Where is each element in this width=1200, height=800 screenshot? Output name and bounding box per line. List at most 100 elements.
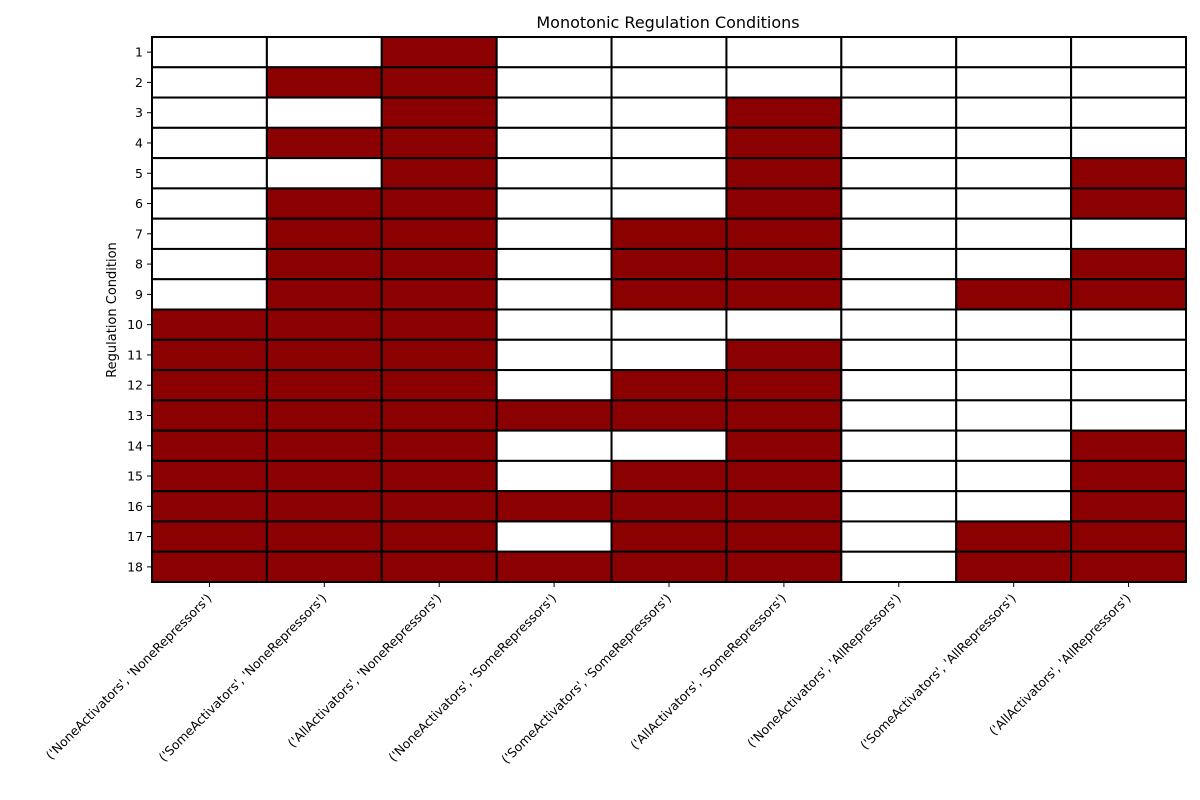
heatmap-cell xyxy=(151,126,268,160)
heatmap-cell xyxy=(725,36,843,69)
heatmap-cell xyxy=(495,550,613,584)
heatmap-cell xyxy=(840,550,958,584)
chart-title: Monotonic Regulation Conditions xyxy=(536,13,799,32)
heatmap-cell xyxy=(725,490,843,523)
heatmap-cell xyxy=(725,187,843,220)
heatmap-cell xyxy=(955,247,1073,281)
heatmap-cell xyxy=(495,369,613,402)
heatmap-cell xyxy=(380,459,498,493)
heatmap-cell xyxy=(725,66,843,99)
heatmap-cell xyxy=(495,247,613,281)
heatmap-cell xyxy=(610,338,728,372)
heatmap-cell xyxy=(1070,247,1187,281)
heatmap-cell xyxy=(1070,157,1187,190)
heatmap-cell xyxy=(151,308,268,341)
heatmap-cell xyxy=(495,429,613,462)
heatmap-cell xyxy=(380,369,498,402)
heatmap-cell xyxy=(610,550,728,584)
heatmap-cell xyxy=(840,429,958,462)
heatmap-cell xyxy=(610,459,728,493)
heatmap-cell xyxy=(265,247,383,281)
y-tick-label: 9 xyxy=(135,287,143,302)
heatmap-cell xyxy=(265,429,383,462)
heatmap-cell xyxy=(610,308,728,341)
heatmap-cell xyxy=(1070,96,1187,129)
heatmap-cell xyxy=(380,96,498,129)
heatmap-cell xyxy=(1070,429,1187,462)
heatmap-cell xyxy=(610,429,728,462)
heatmap-cell xyxy=(840,157,958,190)
heatmap-cell xyxy=(265,96,383,129)
heatmap-cell xyxy=(495,187,613,220)
heatmap-cell xyxy=(265,278,383,311)
heatmap-cell xyxy=(955,459,1073,493)
heatmap-cell xyxy=(725,96,843,129)
y-tick-label: 7 xyxy=(135,226,143,241)
heatmap-cell xyxy=(265,338,383,372)
heatmap-cell xyxy=(955,520,1073,553)
x-axis-ticks: ('NoneActivators', 'NoneRepressors')('So… xyxy=(43,582,1134,766)
heatmap-cell xyxy=(1070,369,1187,402)
heatmap-cell xyxy=(265,399,383,432)
y-tick-label: 17 xyxy=(127,529,143,544)
heatmap-cell xyxy=(380,338,498,372)
y-tick-label: 1 xyxy=(135,45,143,60)
heatmap-cell xyxy=(725,550,843,584)
heatmap-cell xyxy=(380,490,498,523)
heatmap-cell xyxy=(151,36,268,69)
heatmap-cell xyxy=(725,247,843,281)
heatmap-cell xyxy=(265,520,383,553)
heatmap-cell xyxy=(151,459,268,493)
heatmap-cell xyxy=(610,520,728,553)
heatmap-cell xyxy=(151,187,268,220)
heatmap-cell xyxy=(610,96,728,129)
heatmap-cell xyxy=(151,278,268,311)
y-tick-label: 15 xyxy=(127,469,143,484)
heatmap-cell xyxy=(151,96,268,129)
heatmap-cell xyxy=(1070,399,1187,432)
heatmap-cell xyxy=(840,187,958,220)
heatmap-cell xyxy=(840,369,958,402)
heatmap-cell xyxy=(1070,308,1187,341)
heatmap-cell xyxy=(725,278,843,311)
heatmap-cell xyxy=(1070,490,1187,523)
heatmap-cell xyxy=(151,399,268,432)
heatmap-cell xyxy=(725,399,843,432)
heatmap-cell xyxy=(955,66,1073,99)
heatmap-cell xyxy=(380,217,498,250)
heatmap-cell xyxy=(495,459,613,493)
heatmap-cell xyxy=(495,399,613,432)
heatmap-cell xyxy=(610,278,728,311)
heatmap-cell xyxy=(265,36,383,69)
heatmap-cell xyxy=(955,550,1073,584)
heatmap-cell xyxy=(610,399,728,432)
heatmap-cell xyxy=(151,217,268,250)
heatmap-cell xyxy=(840,217,958,250)
heatmap-cell xyxy=(265,157,383,190)
heatmap-cell xyxy=(380,278,498,311)
y-tick-label: 8 xyxy=(135,257,143,272)
heatmap-cell xyxy=(610,247,728,281)
heatmap-cell xyxy=(380,247,498,281)
heatmap-cell xyxy=(610,217,728,250)
heatmap-cell xyxy=(1070,278,1187,311)
y-tick-label: 13 xyxy=(127,408,143,423)
heatmap-cell xyxy=(955,490,1073,523)
heatmap-cell xyxy=(1070,459,1187,493)
heatmap-cell xyxy=(151,429,268,462)
heatmap-cell xyxy=(955,217,1073,250)
heatmap-cell xyxy=(840,96,958,129)
heatmap-cell xyxy=(955,36,1073,69)
heatmap-cell xyxy=(151,490,268,523)
heatmap-cell xyxy=(610,490,728,523)
heatmap-cell xyxy=(495,126,613,160)
heatmap-cell xyxy=(265,550,383,584)
heatmap-cell xyxy=(151,338,268,372)
heatmap-cell xyxy=(610,66,728,99)
heatmap-cell xyxy=(151,247,268,281)
heatmap-cell xyxy=(1070,338,1187,372)
heatmap-cell xyxy=(380,187,498,220)
heatmap-cell xyxy=(151,157,268,190)
heatmap-cell xyxy=(610,369,728,402)
